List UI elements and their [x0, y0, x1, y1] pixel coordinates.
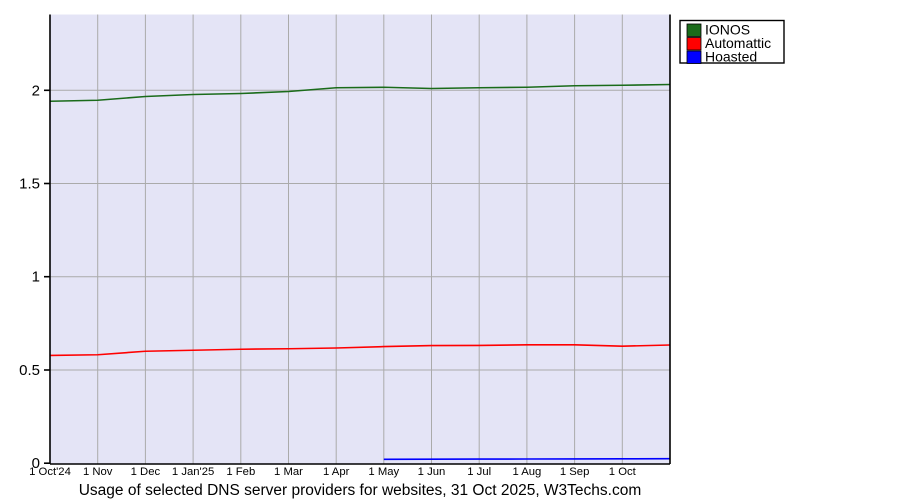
svg-text:1 Mar: 1 Mar [274, 466, 303, 478]
svg-text:1 Aug: 1 Aug [512, 466, 541, 478]
svg-text:1 Jan'25: 1 Jan'25 [172, 466, 214, 478]
svg-text:Hoasted: Hoasted [705, 49, 757, 65]
svg-text:1 Oct'24: 1 Oct'24 [29, 466, 71, 478]
svg-text:1 Nov: 1 Nov [83, 466, 113, 478]
svg-text:1 Feb: 1 Feb [226, 466, 255, 478]
svg-text:1 Apr: 1 Apr [323, 466, 350, 478]
svg-text:1 Jul: 1 Jul [467, 466, 491, 478]
svg-text:2: 2 [32, 83, 40, 100]
svg-text:1 Oct: 1 Oct [609, 466, 637, 478]
svg-text:0.5: 0.5 [19, 362, 40, 379]
svg-text:1 Sep: 1 Sep [560, 466, 590, 478]
svg-text:Usage of selected DNS server p: Usage of selected DNS server providers f… [79, 482, 642, 499]
svg-text:1 May: 1 May [368, 466, 399, 478]
svg-text:1.5: 1.5 [19, 176, 40, 193]
svg-text:1: 1 [32, 269, 40, 286]
svg-text:1 Dec: 1 Dec [131, 466, 161, 478]
svg-text:1 Jun: 1 Jun [418, 466, 446, 478]
